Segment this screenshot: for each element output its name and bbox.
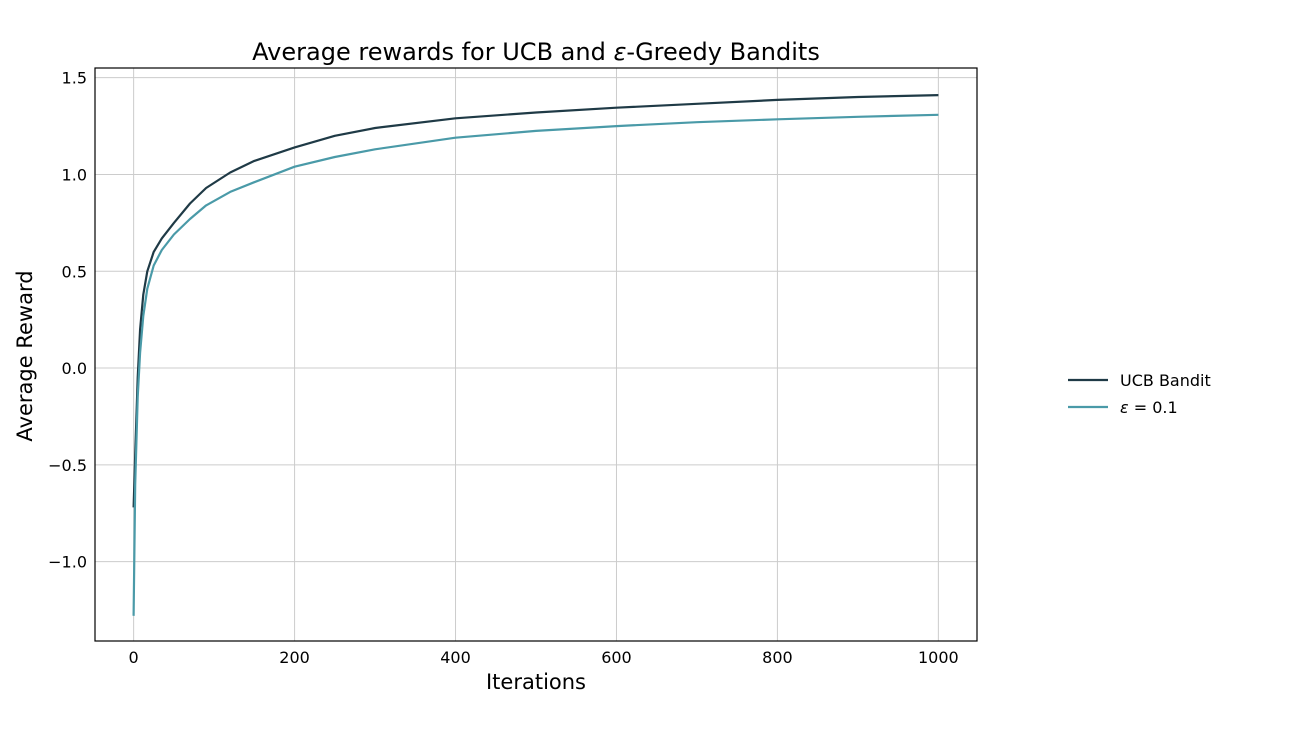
y-tick-label: −0.5 — [48, 456, 87, 475]
epsilon-greedy-line — [132, 113, 939, 616]
legend-label-ucb: UCB Bandit — [1120, 371, 1211, 390]
legend: UCB Bandit ε = 0.1 — [1068, 371, 1211, 417]
y-tick-label: 0.5 — [62, 262, 87, 281]
x-tick-label: 600 — [601, 648, 632, 667]
y-tick-label: 1.0 — [62, 165, 87, 184]
x-ticks: 0 200 400 600 800 1000 — [129, 648, 959, 667]
chart-title: Average rewards for UCB and ε-Greedy Ban… — [252, 38, 820, 66]
x-tick-label: 1000 — [918, 648, 959, 667]
x-tick-label: 200 — [279, 648, 310, 667]
y-ticks: −1.0 −0.5 0.0 0.5 1.0 1.5 — [48, 69, 87, 572]
y-tick-label: 0.0 — [62, 359, 87, 378]
series-lines — [132, 94, 939, 616]
y-axis-title: Average Reward — [13, 270, 37, 441]
legend-label-epsilon: ε = 0.1 — [1120, 398, 1178, 417]
x-tick-label: 800 — [762, 648, 793, 667]
ucb-bandit-line — [132, 94, 939, 508]
grid — [95, 68, 977, 641]
x-axis-title: Iterations — [486, 670, 586, 694]
y-tick-label: 1.5 — [62, 69, 87, 88]
x-tick-label: 0 — [129, 648, 139, 667]
plot-frame — [94, 67, 978, 642]
x-tick-label: 400 — [440, 648, 471, 667]
y-tick-label: −1.0 — [48, 553, 87, 572]
